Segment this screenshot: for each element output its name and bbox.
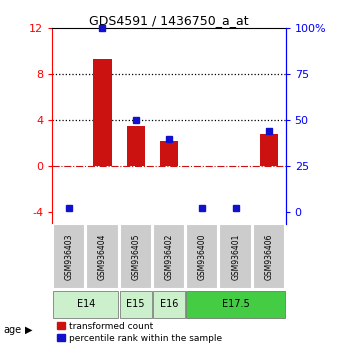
Bar [186,224,218,289]
Text: GSM936401: GSM936401 [231,234,240,280]
Text: GSM936405: GSM936405 [131,233,140,280]
Text: E14: E14 [76,299,95,309]
Text: E15: E15 [126,299,145,309]
Text: age: age [3,325,22,335]
Bar [186,291,285,318]
Bar [53,291,118,318]
Text: GSM936404: GSM936404 [98,233,107,280]
Text: GSM936403: GSM936403 [65,233,74,280]
Bar [219,224,252,289]
Bar [126,126,145,166]
Bar [153,291,185,318]
Bar [53,224,85,289]
Text: E16: E16 [160,299,178,309]
Text: ▶: ▶ [25,325,33,335]
Text: GSM936402: GSM936402 [165,234,173,280]
Bar [160,141,178,166]
Bar [260,134,278,166]
Text: GSM936406: GSM936406 [264,233,273,280]
Bar [93,59,112,166]
Legend: transformed count, percentile rank within the sample: transformed count, percentile rank withi… [57,322,222,343]
Bar [153,224,185,289]
Text: E17.5: E17.5 [222,299,249,309]
Text: GSM936400: GSM936400 [198,233,207,280]
Bar [120,291,152,318]
Bar [120,224,152,289]
Title: GDS4591 / 1436750_a_at: GDS4591 / 1436750_a_at [89,14,249,27]
Bar [253,224,285,289]
Bar [86,224,119,289]
